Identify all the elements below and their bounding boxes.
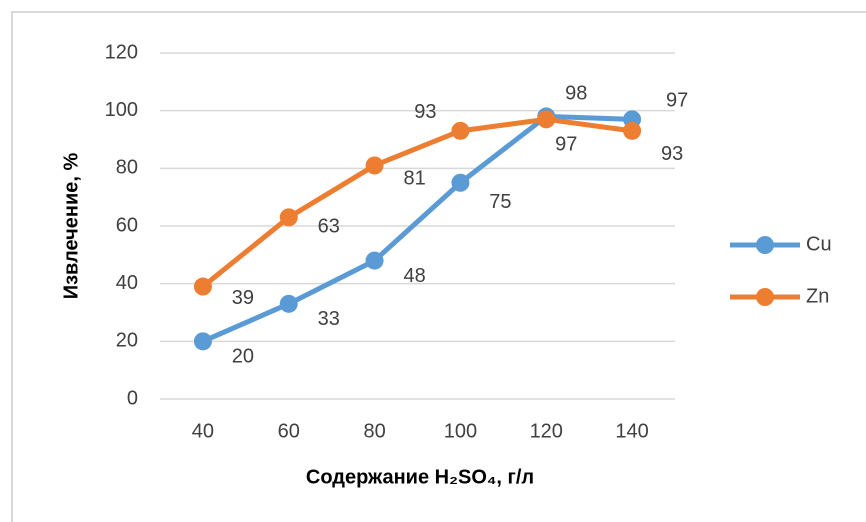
chart-border — [11, 11, 866, 522]
x-tick-label: 60 — [278, 420, 300, 442]
data-label: 48 — [403, 265, 425, 287]
legend-label: Zn — [806, 285, 829, 307]
y-tick-label: 60 — [116, 214, 138, 236]
data-point — [365, 156, 384, 175]
data-point — [451, 121, 470, 140]
series-line — [201, 113, 633, 344]
y-tick-label: 100 — [105, 99, 138, 121]
data-label: 63 — [318, 216, 340, 238]
data-point — [279, 208, 298, 227]
y-axis-label: Извлечение, % — [60, 153, 82, 300]
data-point — [365, 251, 384, 270]
legend-marker — [756, 236, 774, 254]
data-label: 98 — [565, 83, 587, 105]
data-label: 93 — [661, 143, 683, 165]
data-label: 97 — [555, 134, 577, 156]
data-point — [537, 110, 556, 129]
data-point — [451, 173, 470, 192]
data-point — [279, 294, 298, 313]
data-label: 20 — [232, 346, 254, 368]
data-point — [193, 277, 212, 296]
data-label: 81 — [403, 168, 425, 190]
data-label: 93 — [414, 101, 436, 123]
y-tick-label: 40 — [116, 272, 138, 294]
legend-marker — [756, 288, 774, 306]
x-tick-label: 40 — [192, 420, 214, 442]
legend-label: Cu — [806, 233, 832, 255]
series-line — [201, 116, 633, 289]
x-tick-label: 120 — [530, 420, 563, 442]
data-label: 33 — [318, 308, 340, 330]
data-point — [623, 121, 642, 140]
x-axis-label: Содержание H₂SO₄, г/л — [306, 466, 534, 488]
y-tick-label: 0 — [127, 387, 138, 409]
data-label: 75 — [489, 191, 511, 213]
data-label: 39 — [232, 287, 254, 309]
x-tick-label: 100 — [444, 420, 477, 442]
y-tick-label: 120 — [105, 41, 138, 63]
y-tick-label: 20 — [116, 330, 138, 352]
data-label: 97 — [666, 90, 688, 112]
x-tick-label: 80 — [363, 420, 385, 442]
x-tick-label: 140 — [615, 420, 648, 442]
y-tick-label: 80 — [116, 157, 138, 179]
data-point — [193, 332, 212, 351]
